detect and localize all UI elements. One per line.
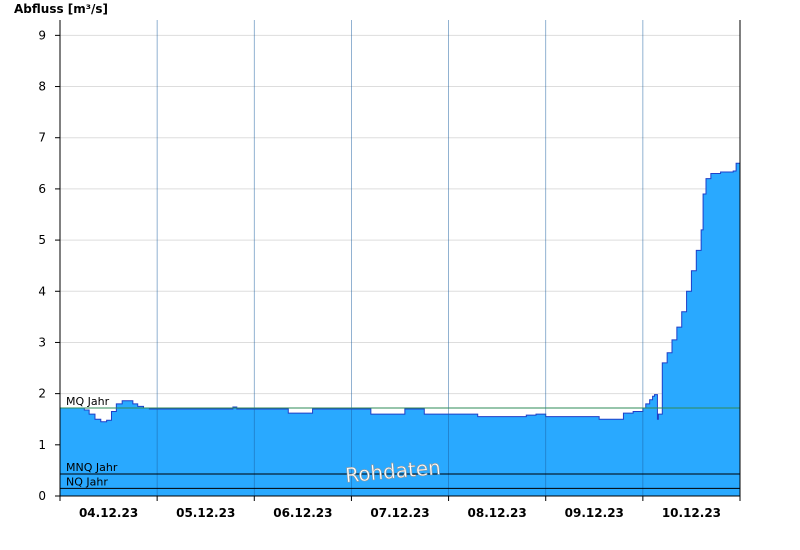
y-tick-label-3: 3: [38, 335, 46, 349]
y-tick-label-0: 0: [38, 489, 46, 503]
y-tick-label-6: 6: [38, 182, 46, 196]
ref-line-label-0: MQ Jahr: [66, 395, 110, 408]
day-boundary-lines: [156, 20, 644, 496]
x-tick-label-2: 06.12.23: [273, 506, 332, 520]
y-tick-label-7: 7: [38, 131, 46, 145]
axes: [59, 20, 741, 497]
x-tick-label-1: 05.12.23: [176, 506, 235, 520]
discharge-area: [60, 157, 740, 496]
y-tick-label-5: 5: [38, 233, 46, 247]
y-axis-label: Abfluss [m³/s]: [14, 2, 108, 16]
ref-line-label-1: MNQ Jahr: [66, 461, 118, 474]
y-tick-label-2: 2: [38, 387, 46, 401]
x-tick-label-5: 09.12.23: [565, 506, 624, 520]
x-axis-ticks: 04.12.23 05.12.23 06.12.23 07.12.23 08.12.23…: [59, 496, 741, 520]
y-tick-label-1: 1: [38, 438, 46, 452]
x-tick-label-3: 07.12.23: [370, 506, 429, 520]
discharge-line: [60, 157, 741, 423]
x-tick-label-6: 10.12.23: [662, 506, 721, 520]
ref-line-label-2: NQ Jahr: [66, 475, 108, 488]
y-tick-label-8: 8: [38, 80, 46, 94]
y-tick-label-9: 9: [38, 28, 46, 42]
x-tick-label-4: 08.12.23: [468, 506, 527, 520]
y-tick-label-4: 4: [38, 284, 46, 298]
y-axis-ticks: 0 1 2 3 4 5 6 7 8 9: [38, 28, 60, 503]
x-tick-label-0: 04.12.23: [79, 506, 138, 520]
gridlines: [60, 34, 740, 446]
